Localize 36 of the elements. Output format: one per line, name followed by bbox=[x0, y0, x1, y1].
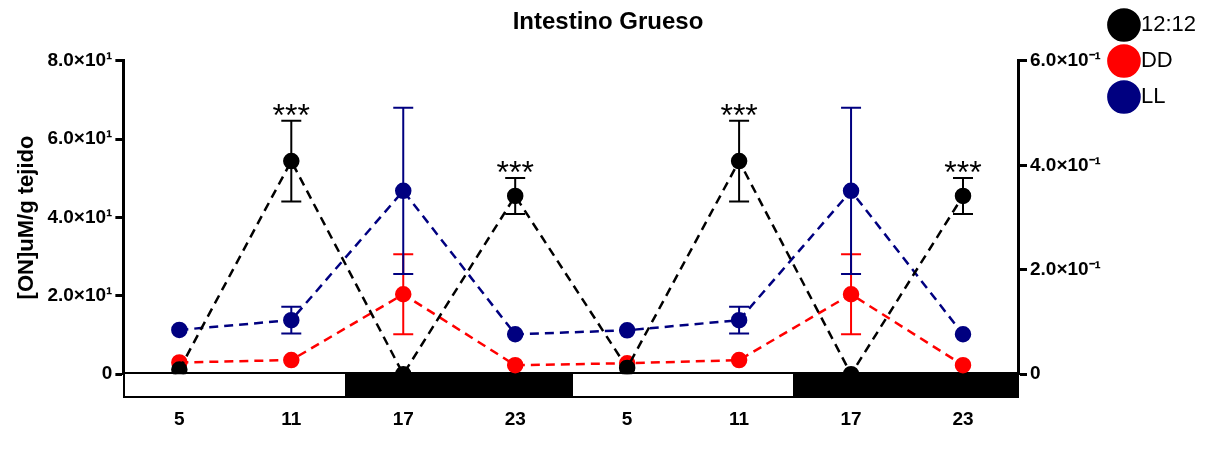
point bbox=[730, 351, 748, 369]
y-axis-title: [ON]uM/g tejido bbox=[13, 135, 39, 300]
point bbox=[618, 322, 636, 339]
y-tick-label: 4.0×10¹ bbox=[47, 205, 113, 227]
x-tick-label: 23 bbox=[952, 407, 974, 429]
x-tick-label: 17 bbox=[392, 407, 414, 429]
y-tick-label: 2.0×10¹ bbox=[47, 284, 113, 306]
data-label: *** bbox=[496, 153, 534, 190]
x-tick-label: 5 bbox=[621, 407, 633, 429]
point bbox=[506, 325, 524, 343]
point bbox=[954, 356, 972, 374]
data-label: *** bbox=[272, 96, 310, 133]
y-tick-label: 6.0×10¹ bbox=[47, 127, 113, 149]
y2-tick-label: 4.0×10⁻¹ bbox=[1029, 153, 1101, 175]
legend-label: DD bbox=[1140, 47, 1173, 73]
y2-tick-label: 2.0×10⁻¹ bbox=[1029, 257, 1101, 279]
y2-tick-label: 0 bbox=[1029, 362, 1041, 384]
y-tick-label: 8.0×10¹ bbox=[47, 49, 113, 71]
point bbox=[171, 361, 188, 375]
point bbox=[954, 325, 972, 343]
y-tick-label: 0 bbox=[101, 362, 113, 384]
y2-tick-label: 6.0×10⁻¹ bbox=[1029, 49, 1101, 71]
x-tick-label: 5 bbox=[174, 407, 186, 429]
data-label: *** bbox=[720, 96, 758, 133]
legend-label: LL bbox=[1140, 83, 1166, 109]
x-tick-label: 17 bbox=[840, 407, 862, 429]
chart-title: Intestino Grueso bbox=[512, 7, 704, 35]
point bbox=[171, 321, 188, 339]
point bbox=[283, 351, 300, 369]
point bbox=[618, 359, 636, 375]
legend-label: 12:12 bbox=[1140, 11, 1197, 37]
data-label: *** bbox=[944, 153, 982, 190]
x-tick-label: 11 bbox=[729, 407, 750, 429]
x-tick-label: 23 bbox=[504, 407, 526, 429]
x-tick-label: 11 bbox=[281, 407, 302, 429]
point bbox=[506, 356, 524, 374]
